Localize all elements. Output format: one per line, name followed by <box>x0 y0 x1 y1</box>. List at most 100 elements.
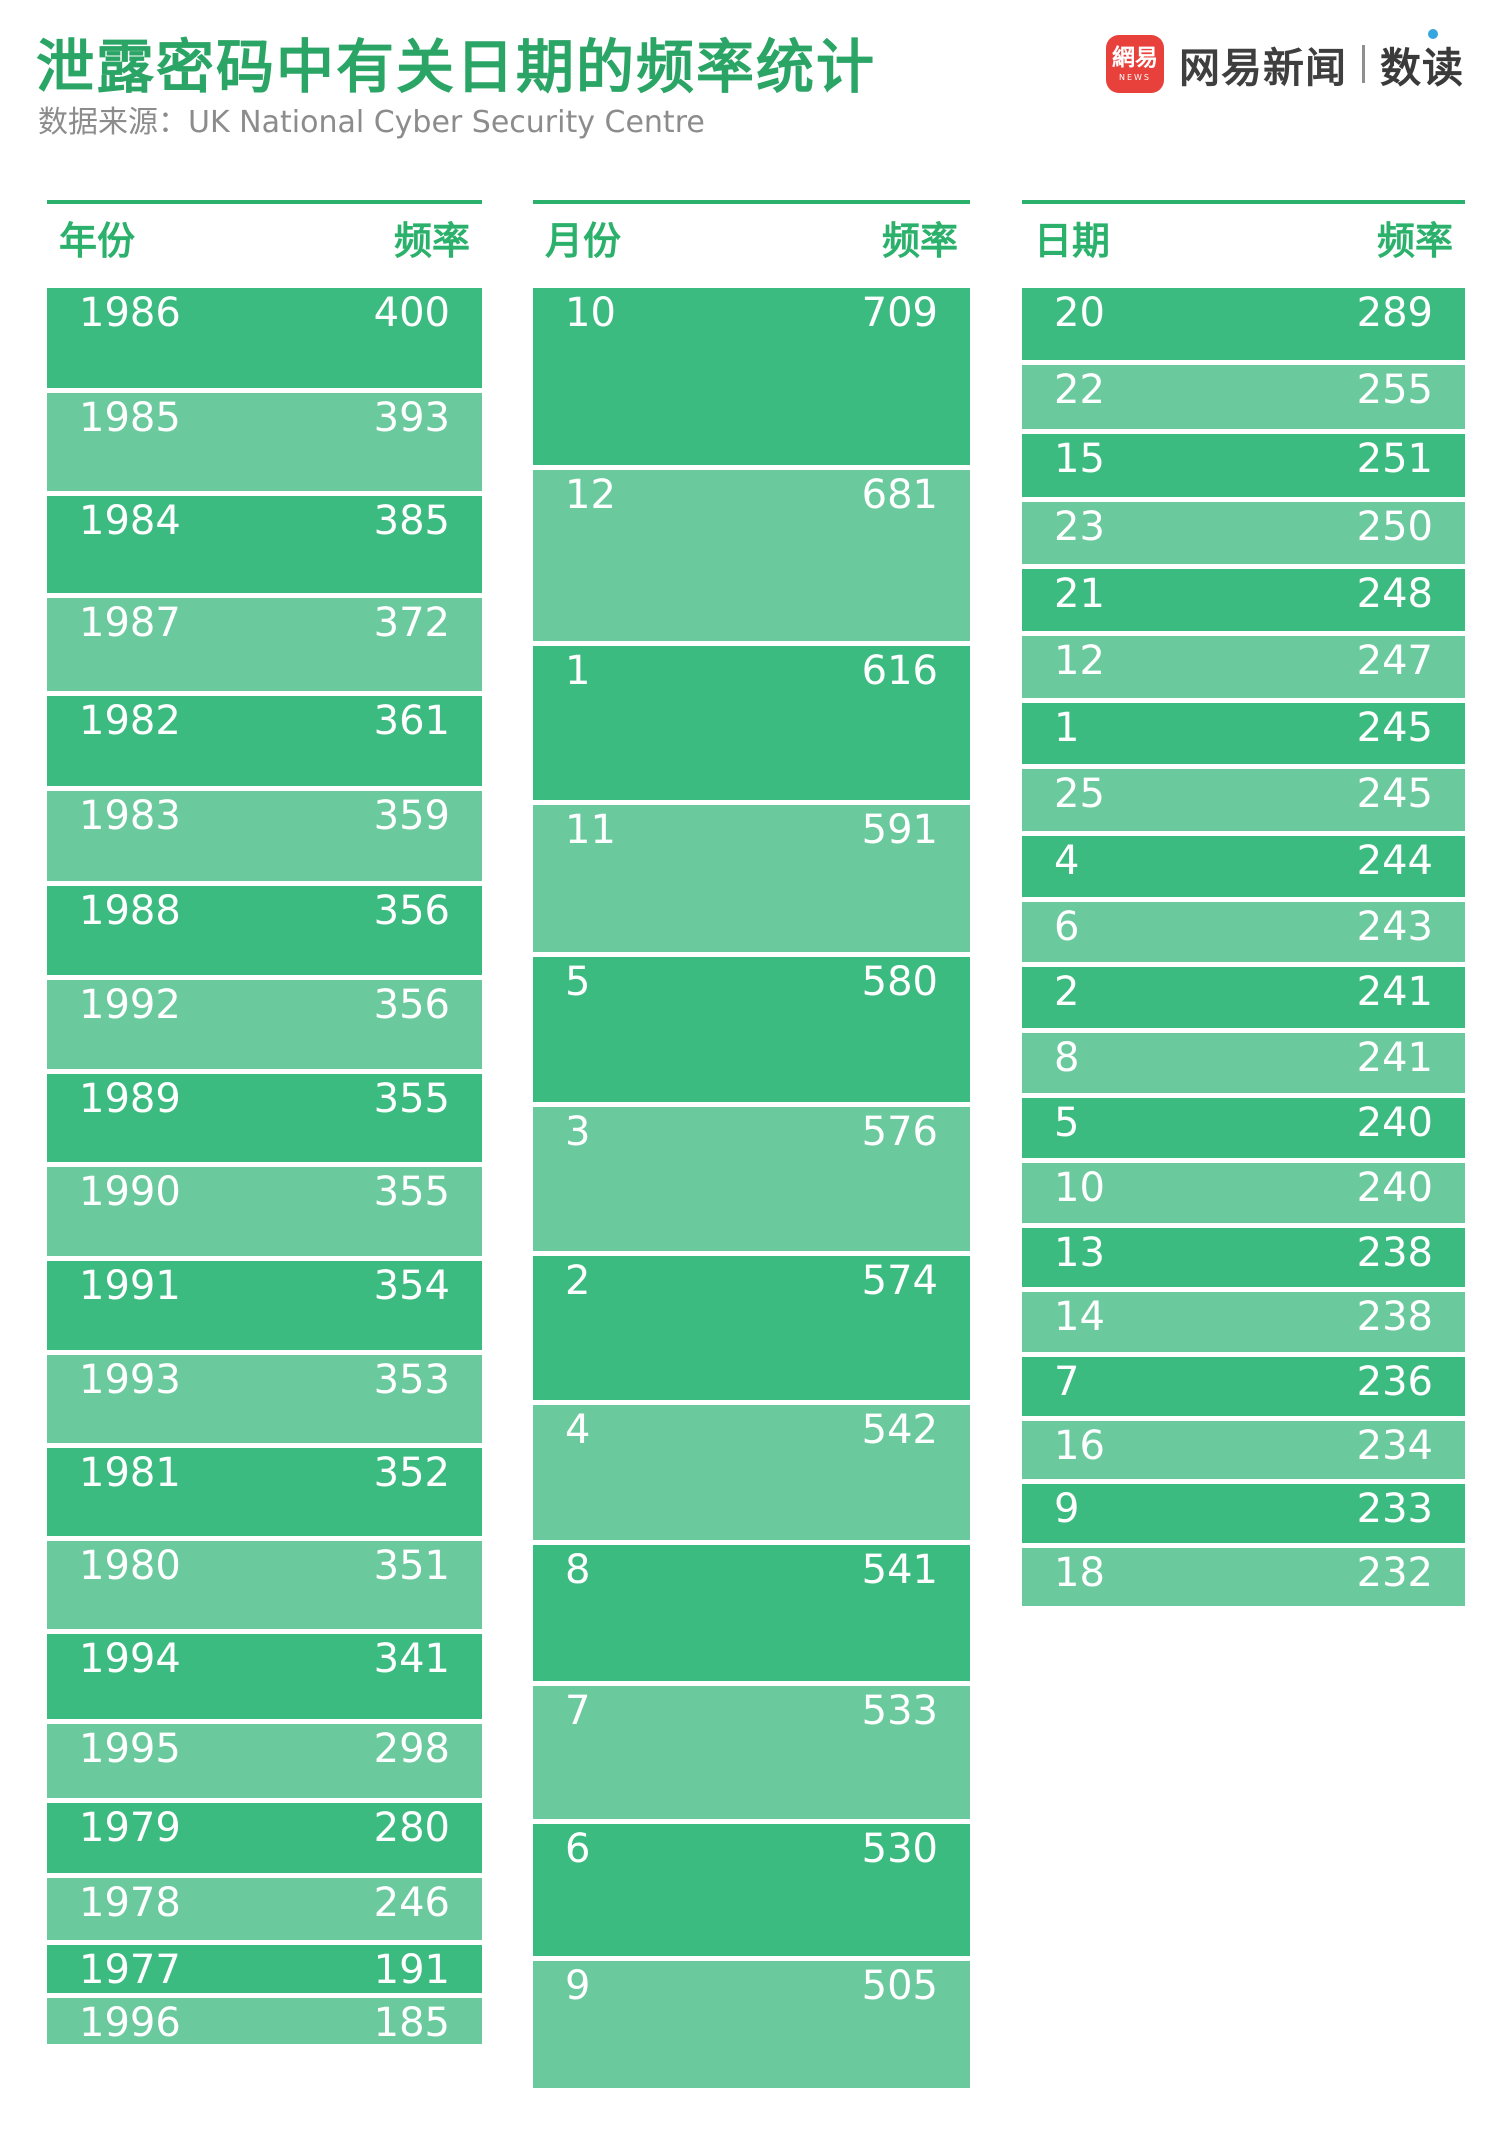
row-value: 361 <box>373 697 450 744</box>
row-category: 1985 <box>79 395 181 441</box>
row-value: 533 <box>861 1687 938 1734</box>
row-category: 23 <box>1054 503 1105 550</box>
table-row: 14 238 <box>1022 1292 1465 1352</box>
row-value: 341 <box>373 1635 450 1682</box>
table-rows: 1986 400 1985 393 1984 385 1987 372 1982 361 1983 3… <box>47 288 482 2044</box>
table-header: 月份 频率 <box>533 204 970 264</box>
table-row: 9 505 <box>533 1961 970 2088</box>
brand-product: 数读 <box>1380 29 1464 94</box>
table-row: 2 241 <box>1022 967 1465 1028</box>
brand-product-label: 数读 <box>1380 44 1464 92</box>
table-rows: 10 709 12 681 1 616 11 591 5 580 3 576 2 574 4 542 8 541 7… <box>533 288 970 2088</box>
table-row: 22 255 <box>1022 365 1465 429</box>
row-category: 7 <box>565 1687 591 1734</box>
row-category: 4 <box>1054 837 1080 884</box>
table-row: 1994 341 <box>47 1633 482 1719</box>
table-row: 12 681 <box>533 470 970 641</box>
row-value: 243 <box>1356 903 1433 950</box>
row-value: 232 <box>1356 1549 1433 1596</box>
table-row: 1986 400 <box>47 288 482 388</box>
column-header-frequency: 频率 <box>393 219 470 263</box>
row-value: 355 <box>373 1075 450 1122</box>
table-row: 4 244 <box>1022 835 1465 897</box>
table-row: 13 238 <box>1022 1227 1465 1288</box>
row-value: 709 <box>861 290 938 336</box>
row-value: 234 <box>1356 1422 1433 1469</box>
row-value: 542 <box>861 1406 938 1453</box>
row-value: 245 <box>1356 705 1433 751</box>
row-category: 4 <box>565 1406 591 1453</box>
table-row: 21 248 <box>1022 569 1465 632</box>
table-row: 1984 385 <box>47 496 482 593</box>
row-category: 1 <box>1054 705 1080 751</box>
row-value: 233 <box>1356 1486 1433 1533</box>
table-row: 1995 298 <box>47 1723 482 1799</box>
table-row: 1981 352 <box>47 1447 482 1536</box>
row-value: 355 <box>373 1169 450 1216</box>
row-value: 530 <box>861 1825 938 1872</box>
row-value: 616 <box>861 647 938 694</box>
row-category: 12 <box>1054 638 1105 685</box>
row-value: 280 <box>373 1805 450 1852</box>
row-category: 12 <box>565 472 616 519</box>
netease-logo-icon: 網易 NEWS <box>1106 35 1164 93</box>
row-value: 255 <box>1356 367 1433 414</box>
row-category: 2 <box>565 1258 591 1305</box>
table-row: 1992 356 <box>47 979 482 1069</box>
row-category: 1987 <box>79 599 181 646</box>
row-value: 250 <box>1356 503 1433 550</box>
row-value: 240 <box>1356 1099 1433 1146</box>
row-category: 11 <box>565 806 616 853</box>
year-frequency-table: 年份 频率 1986 400 1985 393 1984 385 1987 372 1982 36… <box>47 200 482 2049</box>
column-header-frequency: 频率 <box>1376 219 1453 263</box>
row-category: 9 <box>565 1963 591 2010</box>
row-category: 7 <box>1054 1358 1080 1405</box>
row-category: 1977 <box>79 1946 181 1993</box>
row-category: 1992 <box>79 981 181 1028</box>
row-category: 1989 <box>79 1075 181 1122</box>
column-header-day: 日期 <box>1034 219 1111 263</box>
table-header: 年份 频率 <box>47 204 482 264</box>
row-value: 236 <box>1356 1358 1433 1405</box>
table-header: 日期 频率 <box>1022 204 1465 264</box>
table-row: 5 580 <box>533 957 970 1103</box>
table-row: 9 233 <box>1022 1484 1465 1543</box>
table-row: 1982 361 <box>47 695 482 786</box>
row-category: 6 <box>565 1825 591 1872</box>
row-category: 1996 <box>79 1999 181 2044</box>
table-row: 25 245 <box>1022 769 1465 831</box>
row-value: 354 <box>373 1263 450 1309</box>
table-row: 3 576 <box>533 1107 970 1252</box>
logo-subtext: NEWS <box>1118 72 1152 82</box>
row-value: 244 <box>1356 837 1433 884</box>
logo-text: 網易 <box>1112 44 1158 71</box>
row-value: 191 <box>373 1946 450 1993</box>
table-row: 1985 393 <box>47 393 482 492</box>
row-value: 356 <box>373 981 450 1028</box>
table-row: 20 289 <box>1022 288 1465 361</box>
table-row: 10 240 <box>1022 1162 1465 1223</box>
row-value: 185 <box>373 1999 450 2044</box>
row-category: 14 <box>1054 1294 1105 1341</box>
row-category: 1981 <box>79 1449 181 1496</box>
row-value: 359 <box>373 792 450 839</box>
row-value: 246 <box>373 1880 450 1927</box>
table-row: 1993 353 <box>47 1354 482 1443</box>
blue-dot-icon <box>1427 29 1438 39</box>
table-row: 11 591 <box>533 804 970 953</box>
table-row: 7 533 <box>533 1685 970 1819</box>
table-row: 1988 356 <box>47 885 482 975</box>
row-category: 10 <box>1054 1164 1105 1211</box>
table-row: 18 232 <box>1022 1547 1465 1606</box>
row-value: 289 <box>1356 290 1433 336</box>
page-title: 泄露密码中有关日期的频率统计 <box>36 33 877 101</box>
row-value: 247 <box>1356 638 1433 685</box>
day-frequency-table: 日期 频率 20 289 22 255 15 251 23 250 21 248 12 247 1 245… <box>1022 200 1465 1611</box>
row-category: 25 <box>1054 771 1105 818</box>
row-category: 5 <box>565 959 591 1006</box>
row-category: 1991 <box>79 1263 181 1309</box>
column-header-year: 年份 <box>59 219 136 263</box>
row-value: 681 <box>861 472 938 519</box>
row-category: 1984 <box>79 498 181 545</box>
row-category: 18 <box>1054 1549 1105 1596</box>
